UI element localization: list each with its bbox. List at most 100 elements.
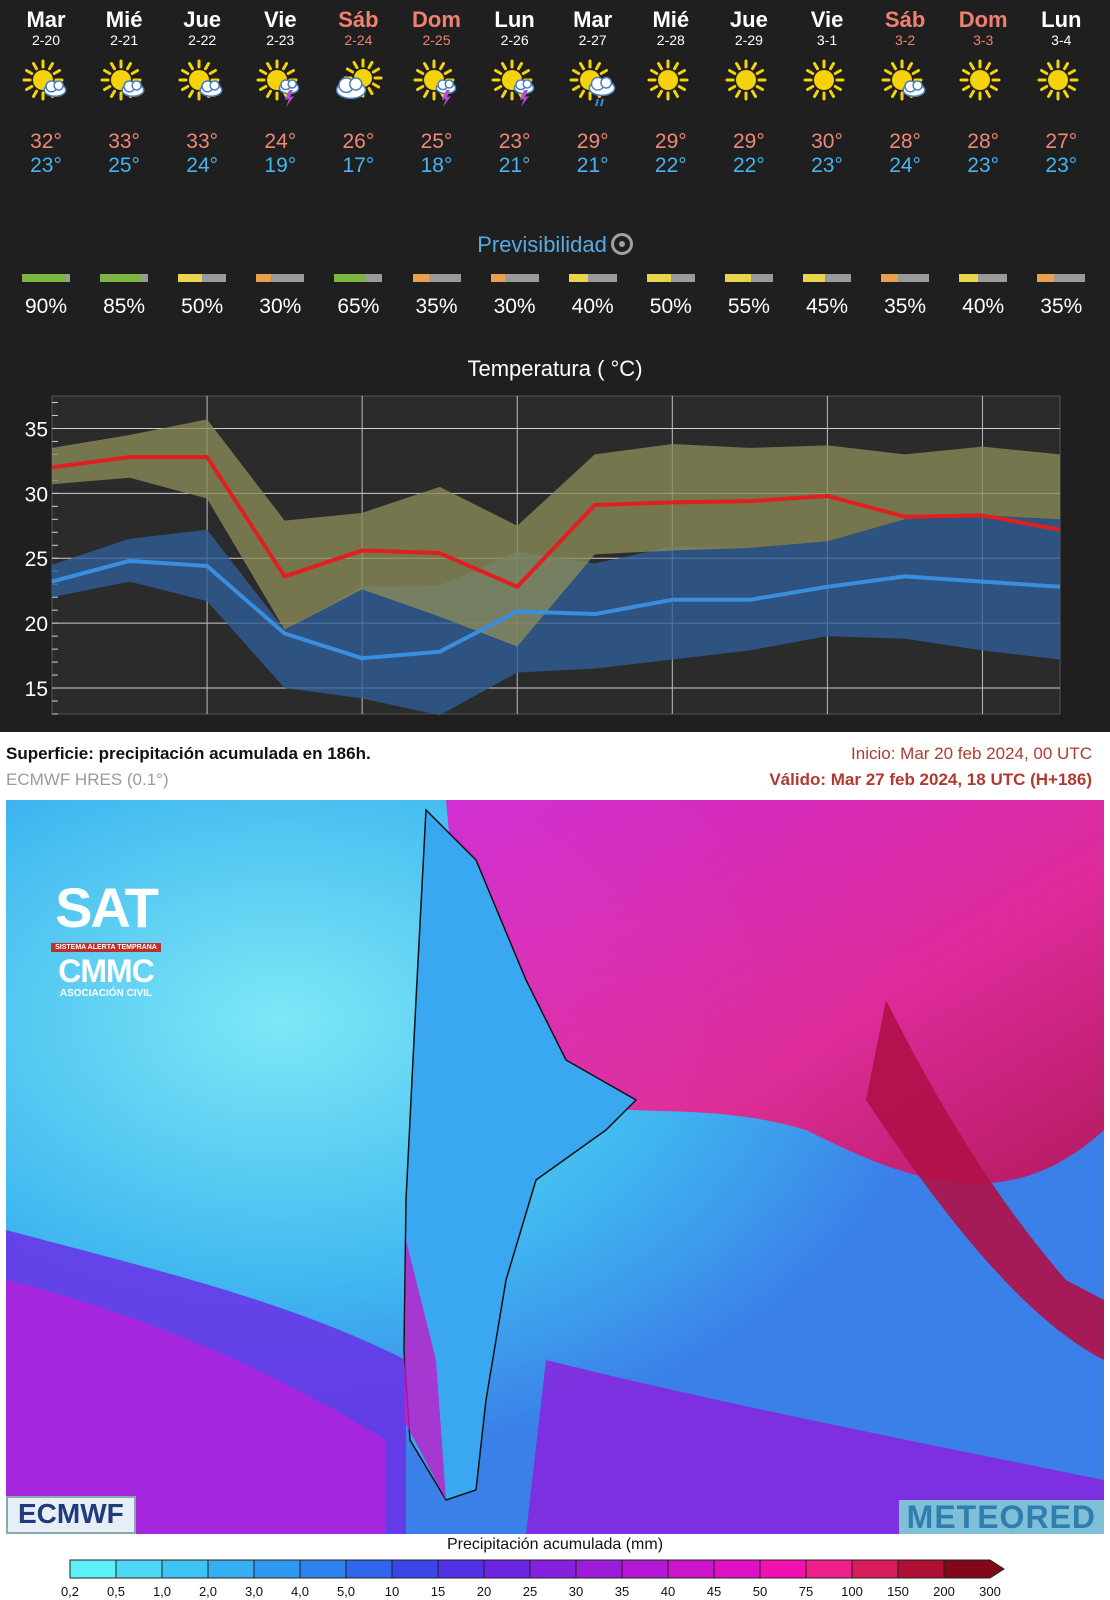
day-name: Jue [729, 7, 768, 32]
predictability-bar [490, 274, 539, 282]
max-temp: 28° [889, 130, 921, 153]
sun-ray [750, 62, 757, 71]
sun-ray [32, 62, 38, 71]
y-tick-label: 20 [25, 613, 48, 636]
colorbar-swatch [115, 1559, 163, 1579]
predictability-bar [568, 274, 617, 282]
max-temp: 23° [498, 130, 531, 153]
meteored-logo: METEORED [898, 1500, 1104, 1534]
predictability-bar [412, 274, 461, 282]
predictability-fill [100, 274, 141, 282]
sun-ray [829, 62, 835, 71]
sun-disc [970, 70, 991, 90]
max-temp-range-band [52, 419, 1060, 647]
colorbar-swatch [483, 1559, 531, 1579]
predictability-value: 90% [24, 295, 68, 318]
sun-icon-graphic [959, 59, 1001, 101]
day-name: Dom [958, 7, 1008, 32]
predictability-bar [724, 274, 773, 282]
sun-ray [1040, 85, 1049, 91]
cloud-puff [131, 80, 142, 91]
sun-ray [1068, 85, 1077, 91]
day-date: 2-21 [110, 32, 139, 48]
min-temp: 24° [186, 154, 219, 177]
sun-ray [126, 62, 133, 71]
precipitation-map-panel: Superficie: precipitación acumulada en 1… [0, 732, 1110, 1600]
colorbar-swatch [161, 1559, 209, 1579]
predictability-fill [256, 274, 271, 282]
sun-storm-icon [255, 58, 305, 108]
colorbar-tick-label: 20 [477, 1584, 491, 1599]
sun-storm-icon-graphic [413, 59, 456, 107]
day-column: Mié 2-28 29° 22° [632, 8, 710, 178]
day-name: Vie [810, 7, 844, 32]
sun-ray [1047, 62, 1054, 71]
day-name: Jue [183, 7, 222, 32]
colorbar-swatch [253, 1559, 301, 1579]
colorbar-swatch [345, 1559, 393, 1579]
sun-ray [110, 89, 117, 98]
predictability-bar [178, 274, 227, 282]
min-temp: 23° [811, 154, 843, 177]
colorbar-tick-label: 45 [707, 1584, 721, 1599]
target-icon[interactable] [610, 233, 633, 255]
cloud-icon [336, 77, 367, 100]
sun-ray [578, 89, 585, 98]
predictability-item: 85% [85, 274, 163, 319]
south-atlantic-rain [526, 1360, 1104, 1534]
colorbar-tick-label: 35 [615, 1584, 629, 1599]
predictability-fill [334, 274, 366, 282]
day-date: 2-26 [500, 32, 529, 48]
sun-ray [599, 69, 608, 75]
day-name: Mié [652, 7, 690, 32]
sun-ray [891, 89, 898, 98]
atlantic-rain-band [866, 1000, 1104, 1360]
day-date: 3-1 [816, 32, 838, 48]
predictability-value: 30% [493, 295, 536, 318]
lightning-bolt [519, 90, 529, 107]
colorbar-tick-label: 3,0 [245, 1584, 263, 1599]
cloud-icon [121, 80, 145, 98]
colorbar-tick-label: 15 [431, 1584, 445, 1599]
colorbar-tick-label: 50 [753, 1584, 767, 1599]
min-temp: 22° [733, 154, 765, 177]
cloud-icon [278, 79, 300, 95]
colorbar-title: Precipitación acumulada (mm) [446, 1536, 664, 1553]
colorbar-swatch [299, 1559, 347, 1579]
cloud-icon [199, 80, 223, 98]
sun-storm-icon [412, 58, 462, 108]
sun-disc [657, 70, 678, 90]
predictability-fill [803, 274, 825, 282]
sun-rain-icon [568, 58, 618, 108]
min-temp: 21° [576, 154, 609, 177]
sun-storm-icon [490, 58, 540, 108]
sun-ray [594, 62, 601, 71]
sun-cloud-icon-graphic [881, 59, 926, 101]
predictability-bar [334, 274, 383, 282]
southern-rain-band-core [6, 1280, 386, 1534]
day-column: Sáb 3-2 28° 24° [866, 8, 944, 178]
sun-ray [130, 69, 140, 75]
sun-ray [649, 69, 659, 75]
cloud-puff [599, 76, 612, 89]
sun-cloud-icon [21, 58, 71, 108]
min-temp: 23° [1045, 154, 1078, 177]
predictability-fill [568, 274, 588, 282]
cloud-puff [443, 79, 454, 89]
predictability-value: 45% [805, 295, 849, 318]
predictability-item: 40% [554, 274, 632, 319]
y-tick-label: 30 [25, 483, 48, 506]
predictability-item: 65% [319, 274, 397, 319]
predictability-value: 35% [1040, 295, 1083, 318]
sun-ray [287, 69, 296, 75]
sun-ray [493, 69, 502, 75]
colorbar-tick-label: 300 [979, 1584, 1001, 1599]
day-name: Sáb [338, 7, 379, 32]
predictability-item: 50% [632, 274, 710, 319]
sun-ray [48, 62, 54, 71]
predictability-fill [412, 274, 430, 282]
sun-ray [833, 69, 842, 75]
max-temp: 32° [30, 130, 62, 153]
sun-rain-icon-graphic [569, 59, 616, 107]
sun-ray [891, 62, 898, 71]
